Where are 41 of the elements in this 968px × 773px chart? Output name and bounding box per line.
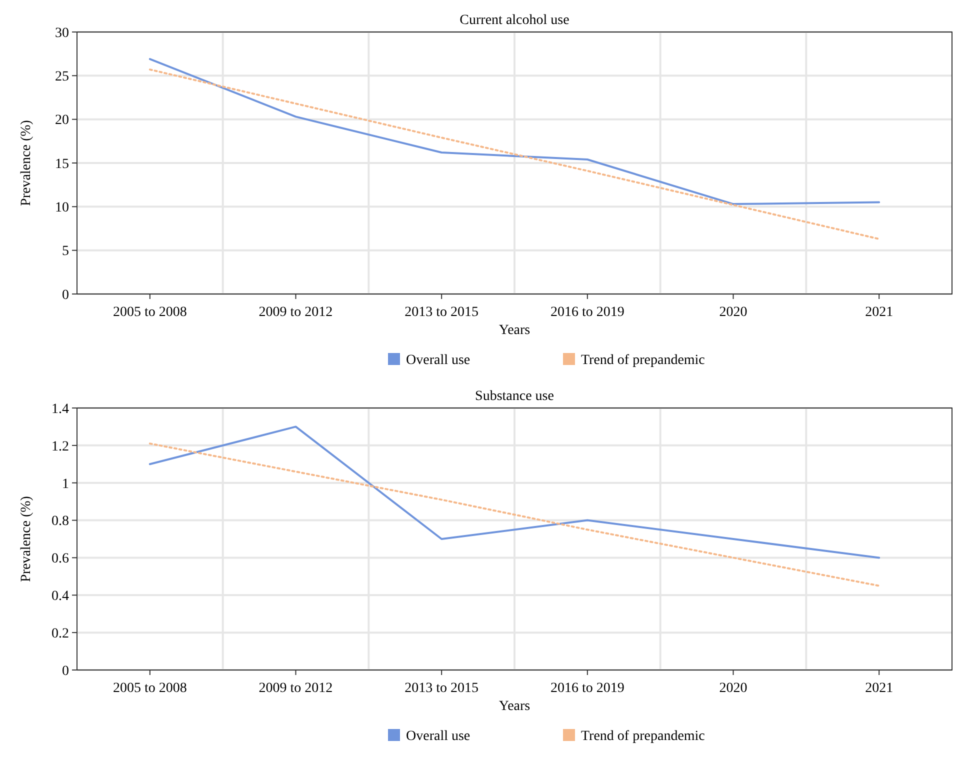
x-tick-label: 2020	[719, 305, 748, 320]
line-series	[148, 58, 880, 206]
y-tick-label: 0.8	[52, 514, 69, 530]
legend-label: Trend of prepandemic	[581, 729, 705, 744]
line-series	[148, 442, 880, 587]
y-tick-label: 0.4	[52, 589, 69, 604]
x-axis-title: Years	[498, 323, 530, 338]
line-series	[148, 426, 880, 559]
x-tick-label: 2021	[865, 305, 894, 320]
y-tick-label: 1.4	[52, 402, 69, 417]
y-tick-label: 15	[55, 156, 69, 172]
x-tick-label: 2005 to 2008	[112, 305, 187, 320]
x-axis-title: Years	[498, 699, 530, 714]
x-tick-label: 2013 to 2015	[404, 305, 479, 320]
y-tick-label: 10	[55, 200, 69, 216]
y-tick-label: 20	[55, 113, 69, 128]
x-tick-label: 2013 to 2015	[404, 681, 479, 696]
legend-label: Trend of prepandemic	[581, 353, 705, 368]
y-tick-label: 1	[62, 476, 69, 492]
x-tick-label: 2005 to 2008	[112, 681, 187, 696]
x-tick-label: 2009 to 2012	[258, 305, 333, 320]
y-axis-title: Prevalence (%)	[19, 496, 34, 582]
y-axis-title: Prevalence (%)	[19, 120, 34, 206]
legend-label: Overall use	[406, 353, 470, 368]
y-tick-label: 0	[62, 288, 69, 303]
x-tick-label: 2021	[865, 681, 894, 696]
chart-title: Current alcohol use	[460, 13, 570, 28]
x-tick-label: 2016 to 2019	[550, 305, 624, 320]
y-tick-label: 25	[55, 70, 69, 85]
y-tick-label: 0.2	[52, 626, 69, 642]
y-tick-label: 1.2	[52, 439, 69, 454]
line-series	[148, 68, 880, 240]
y-tick-label: 0.6	[52, 552, 69, 567]
x-tick-label: 2009 to 2012	[258, 681, 333, 696]
x-tick-label: 2016 to 2019	[550, 681, 624, 696]
chart-title: Substance use	[475, 389, 554, 404]
legend-label: Overall use	[406, 729, 470, 744]
y-tick-label: 30	[55, 26, 69, 41]
y-tick-label: 0	[62, 664, 69, 679]
y-tick-label: 5	[62, 244, 69, 260]
x-tick-label: 2020	[719, 681, 748, 696]
